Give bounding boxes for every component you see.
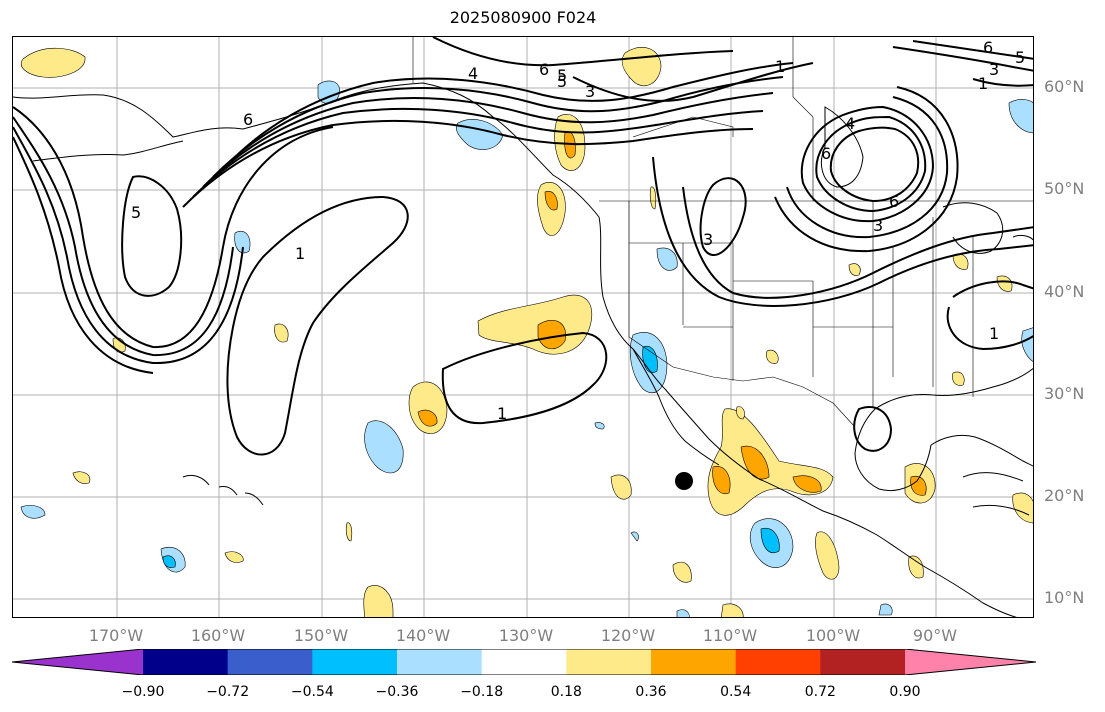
contour-label: 3 <box>989 60 999 79</box>
contour-label-group: 6 5 3 1 4 6 5 3 1 4 6 5 3 6 1 1 3 5 6 1 <box>131 38 1025 423</box>
contour-label: 5 <box>131 203 141 222</box>
contour-label: 1 <box>978 74 988 93</box>
contour-label: 4 <box>845 114 855 133</box>
contour-label: 5 <box>557 72 567 91</box>
contour-label: 1 <box>497 404 507 423</box>
lon-label: 100°W <box>805 626 861 645</box>
colorbar-tick-label: −0.72 <box>206 684 250 700</box>
graticule <box>13 37 1033 617</box>
shaded-anomalies <box>20 47 1033 617</box>
colorbar-segment <box>143 649 229 675</box>
colorbar-segment <box>227 649 313 675</box>
lat-label: 20°N <box>1044 486 1085 505</box>
colorbar-extend-high <box>905 649 1036 675</box>
colorbar-tick-label: −0.18 <box>460 684 504 700</box>
colorbar-tick-label: −0.36 <box>375 684 419 700</box>
colorbar-tick-label: −0.90 <box>121 684 165 700</box>
lon-label: 130°W <box>498 626 554 645</box>
contour-label: 1 <box>989 324 999 343</box>
contour-label: 6 <box>889 192 899 211</box>
contour-label: 6 <box>983 38 993 57</box>
colorbar-extend-low <box>12 649 143 675</box>
colorbar-segment <box>820 649 906 675</box>
contour-label: 6 <box>539 60 549 79</box>
map-svg: 6 5 3 1 4 6 5 3 1 4 6 5 3 6 1 1 3 5 6 1 <box>13 37 1033 617</box>
lon-label: 160°W <box>190 626 246 645</box>
colorbar-segment <box>312 649 398 675</box>
lat-label: 50°N <box>1044 179 1085 198</box>
colorbar-segments <box>12 649 1036 675</box>
contour-label: 3 <box>873 216 883 235</box>
lon-label: 110°W <box>702 626 758 645</box>
contour-lines <box>13 37 1033 456</box>
political-borders <box>412 37 1033 428</box>
colorbar <box>12 649 1036 675</box>
colorbar-segment <box>651 649 737 675</box>
colorbar-segment <box>397 649 483 675</box>
colorbar-tick-label: −0.54 <box>290 684 334 700</box>
contour-label: 5 <box>557 66 567 85</box>
contour-label: 3 <box>585 82 595 101</box>
colorbar-segment <box>481 649 567 675</box>
colorbar-tick-label: 0.18 <box>550 684 582 700</box>
map-plot-area: 6 5 3 1 4 6 5 3 1 4 6 5 3 6 1 1 3 5 6 1 <box>12 36 1034 618</box>
map-title: 2025080900 F024 <box>449 8 597 27</box>
colorbar-tick-label: 0.54 <box>720 684 752 700</box>
lon-label: 120°W <box>600 626 656 645</box>
colorbar-tick-label: 0.36 <box>635 684 667 700</box>
coastlines <box>13 82 1033 617</box>
lat-label: 60°N <box>1044 77 1085 96</box>
lat-label: 30°N <box>1044 384 1085 403</box>
lat-label: 40°N <box>1044 282 1085 301</box>
contour-label: 6 <box>821 144 831 163</box>
lon-label: 150°W <box>293 626 349 645</box>
contour-label: 4 <box>468 64 478 83</box>
lon-label: 90°W <box>912 626 958 645</box>
contour-label: 1 <box>295 244 305 263</box>
colorbar-segment <box>735 649 821 675</box>
lon-label: 140°W <box>395 626 451 645</box>
colorbar-tick-label: 0.72 <box>804 684 836 700</box>
contour-label: 3 <box>703 230 713 249</box>
lat-label: 10°N <box>1044 588 1085 607</box>
contour-label: 6 <box>243 110 253 129</box>
contour-label: 5 <box>1015 48 1025 67</box>
storm-center-marker <box>675 472 693 490</box>
colorbar-segment <box>566 649 652 675</box>
colorbar-tick-label: 0.90 <box>889 684 921 700</box>
lon-label: 170°W <box>88 626 144 645</box>
contour-label: 1 <box>775 57 785 76</box>
